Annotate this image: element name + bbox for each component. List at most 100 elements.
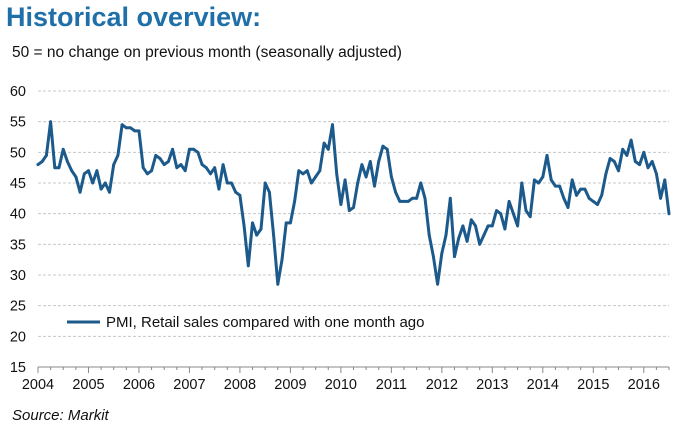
data-point [575,193,578,197]
data-point [120,123,124,127]
x-tick-label: 2015 [577,377,609,393]
data-point [276,282,280,286]
data-point [633,160,637,163]
data-point [562,196,566,200]
data-point [541,175,545,179]
data-point [457,236,461,240]
data-point [465,239,469,243]
data-point [171,147,175,151]
data-point [402,200,406,203]
y-tick-label: 15 [10,360,26,376]
data-point [213,166,217,170]
x-tick-label: 2016 [628,377,660,393]
data-point [629,138,633,142]
data-point [200,163,204,167]
data-point [66,160,69,163]
y-tick-label: 55 [10,115,26,131]
data-point [461,224,465,228]
data-point [583,187,587,191]
data-point [339,203,343,206]
data-point [356,181,360,185]
data-point [558,184,561,188]
data-point [289,221,292,225]
chart-title: Historical overview: [6,2,262,32]
data-point [53,166,57,170]
data-point [587,196,591,200]
data-point [230,181,233,185]
series-line [36,120,671,286]
y-tick-label: 50 [10,145,26,161]
data-point [188,147,191,151]
data-point [377,160,381,163]
data-point [448,196,452,200]
y-tick-label: 40 [10,207,26,223]
y-tick-label: 20 [10,329,26,345]
x-tick-label: 2004 [22,377,54,393]
data-point [478,242,482,246]
data-point [398,200,402,203]
data-point [486,224,490,228]
data-point [204,166,208,170]
data-point [259,227,263,231]
data-point [482,233,486,237]
data-point [99,187,103,191]
series-group [36,120,671,286]
legend-label: PMI, Retail sales compared with one mont… [106,314,425,331]
data-point [251,221,254,225]
y-tick-label: 45 [10,176,26,192]
data-point [234,190,238,194]
data-point [61,147,65,151]
data-point [566,206,570,209]
data-point [183,169,187,173]
y-tick-label: 30 [10,268,26,284]
data-point [238,193,242,197]
data-point [95,169,99,173]
data-point [87,169,90,173]
x-tick-label: 2008 [224,377,256,393]
data-point [495,209,498,213]
data-point [150,169,154,173]
data-point [57,166,61,170]
data-point [490,224,494,228]
data-point [453,255,456,258]
data-point [301,172,305,176]
data-point [385,147,389,151]
y-tick-label: 35 [10,237,26,253]
data-point [520,181,524,185]
data-point [423,196,427,200]
data-point [196,150,200,154]
data-point [36,163,40,167]
data-point [663,178,667,182]
data-point [297,169,301,173]
data-point [175,166,179,170]
data-point [360,163,364,167]
chart-subtitle: 50 = no change on previous month (season… [12,44,402,61]
data-point [612,160,616,163]
data-point [310,181,313,185]
data-point [381,144,385,148]
data-point [209,172,212,176]
data-point [331,123,334,127]
data-point [406,200,410,203]
data-point [70,169,74,173]
data-point [554,184,557,188]
data-point [436,282,439,286]
data-point [373,184,376,188]
data-point [579,187,583,191]
data-point [242,224,246,228]
data-point [133,129,137,133]
data-point [533,178,536,182]
data-point [246,264,250,268]
x-tick-label: 2012 [426,377,458,393]
data-point [129,126,132,130]
data-point [570,178,574,182]
data-point [263,181,267,185]
data-point [326,147,330,151]
x-tick-label: 2007 [173,377,205,393]
data-point [655,172,658,176]
data-point [516,224,519,228]
data-point [545,154,549,157]
data-point [390,175,393,179]
data-point [600,193,604,197]
